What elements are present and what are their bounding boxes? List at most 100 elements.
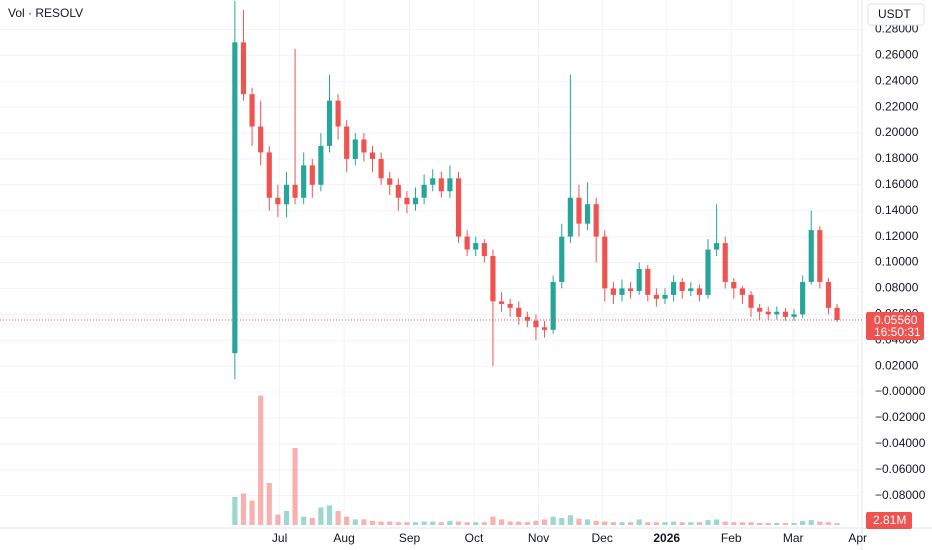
candle-body: [533, 320, 539, 328]
y-tick-label: 0.26000: [875, 47, 919, 61]
candle-body: [318, 145, 324, 185]
volume-bar: [516, 521, 522, 525]
candle-body: [817, 230, 823, 282]
legend: Vol · RESOLV: [8, 6, 83, 20]
volume-bar: [722, 521, 728, 525]
x-tick-label: Oct: [465, 531, 484, 545]
candle-body: [326, 100, 333, 146]
volume-bar: [275, 514, 281, 525]
y-tick-label: −0.04000: [875, 436, 926, 450]
candle-body: [757, 307, 763, 312]
candle-body: [481, 243, 487, 257]
candle-body: [507, 303, 513, 308]
volume-bar: [593, 520, 599, 525]
volume-bar: [688, 522, 694, 525]
volume-bar: [258, 395, 264, 525]
candle-body: [275, 197, 281, 205]
candle-body: [602, 236, 608, 289]
x-tick-label: Apr: [848, 531, 867, 545]
y-tick-label: 0.24000: [875, 73, 919, 87]
volume-bar: [610, 522, 616, 525]
volume-bar: [309, 518, 315, 525]
x-tick-label: Feb: [721, 531, 742, 545]
volume-bar: [369, 520, 376, 525]
candle-body: [292, 184, 298, 198]
currency-button[interactable]: [867, 3, 925, 26]
volume-bar: [507, 521, 513, 525]
volume-bar: [344, 516, 350, 525]
volume-bar: [249, 500, 255, 525]
volume-bar: [326, 505, 333, 525]
y-tick-label: −0.06000: [875, 462, 926, 476]
candle-body: [576, 197, 582, 224]
volume-bar: [817, 521, 823, 525]
volume-bar: [619, 522, 625, 525]
volume-bar: [705, 520, 711, 525]
volume-bar: [318, 507, 324, 525]
volume-bar: [498, 519, 505, 525]
volume-bar: [808, 520, 814, 525]
candle-body: [696, 288, 702, 295]
candle-body: [791, 314, 797, 317]
x-tick-label: 2026: [653, 531, 680, 545]
volume-bar: [412, 522, 419, 525]
candle-body: [395, 184, 401, 198]
candle-body: [748, 294, 754, 308]
volume-bar: [576, 518, 582, 525]
candle-body: [688, 288, 694, 292]
volume-bar: [791, 522, 797, 525]
volume-bar: [541, 519, 548, 525]
volume-bar: [834, 523, 840, 525]
volume-bar: [490, 516, 496, 525]
candle-body: [309, 165, 315, 185]
candle-body: [490, 256, 496, 302]
candle-body: [559, 236, 565, 282]
candle-body: [722, 243, 728, 282]
candle-body: [774, 311, 780, 315]
candle-body: [473, 243, 479, 250]
candle-body: [361, 139, 367, 153]
candle-body: [464, 236, 470, 250]
candle-body: [301, 165, 307, 198]
candle-body: [344, 126, 350, 159]
volume-bar: [584, 519, 591, 525]
volume-bar: [430, 521, 436, 525]
volume-bar: [395, 522, 401, 525]
candle-body: [834, 307, 840, 321]
candle-body: [283, 184, 290, 205]
y-tick-label: 0.18000: [875, 151, 919, 165]
volume-bar: [602, 521, 608, 525]
candle-body: [765, 311, 771, 315]
volume-bar: [765, 522, 771, 525]
volume-bar: [240, 493, 247, 525]
volume-bar: [774, 522, 780, 525]
x-tick-label: Sep: [399, 531, 421, 545]
volume-bar: [447, 520, 453, 525]
y-tick-label: −0.08000: [875, 488, 926, 502]
candle-body: [240, 42, 247, 95]
candle-body: [782, 311, 789, 317]
candle-body: [412, 197, 419, 205]
candle-body: [421, 184, 427, 198]
volume-bar: [232, 497, 238, 525]
candle-body: [438, 178, 444, 192]
volume-bar: [464, 522, 470, 525]
volume-bar: [533, 520, 539, 525]
candle-body: [567, 197, 573, 237]
y-tick-label: 0.02000: [875, 358, 919, 372]
currency-label[interactable]: USDT: [878, 7, 911, 21]
candle-body: [387, 178, 393, 185]
candle-body: [378, 158, 384, 179]
volume-bar: [455, 521, 462, 525]
x-tick-label: Mar: [783, 531, 804, 545]
volume-bar: [481, 522, 487, 525]
volume-bar: [748, 522, 754, 525]
volume-bar: [628, 522, 634, 525]
candle-body: [610, 288, 616, 295]
candle-body: [369, 152, 376, 159]
volume-bar: [559, 518, 565, 525]
candle-body: [352, 139, 358, 159]
candle-body: [516, 307, 522, 317]
